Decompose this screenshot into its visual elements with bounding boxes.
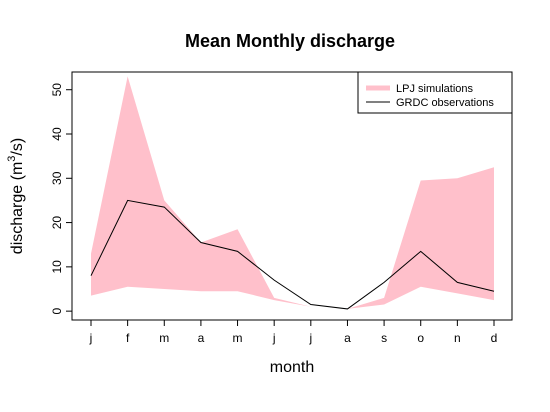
y-tick-label: 10	[50, 260, 64, 274]
x-tick-label: m	[159, 331, 169, 345]
band-layer	[91, 76, 494, 309]
legend-box	[357, 71, 513, 114]
x-tick-label: j	[308, 331, 312, 345]
x-tick-label: o	[417, 331, 424, 345]
x-tick-label: n	[454, 331, 461, 345]
grdc-observation-line	[90, 199, 495, 310]
line-layer	[90, 199, 495, 310]
plot-frame	[71, 71, 513, 321]
x-axis-title: month	[270, 359, 314, 376]
y-axis-title: discharge (m3/s)	[6, 138, 26, 254]
y-tick-label: 20	[50, 216, 64, 230]
y-tick-label: 50	[50, 83, 64, 97]
x-tick-label: a	[344, 331, 351, 345]
legend-label-grdc: GRDC observations	[396, 97, 494, 109]
y-axis-title-superscript: 3	[6, 156, 18, 162]
y-tick-label: 0	[50, 307, 64, 314]
y-tick-label: 30	[50, 171, 64, 185]
x-tick-label: f	[126, 331, 130, 345]
y-axis-title-prefix: discharge (m	[9, 162, 26, 254]
x-tick-label: j	[89, 331, 93, 345]
x-tick-label: a	[198, 331, 205, 345]
lpj-simulation-band	[91, 76, 494, 309]
x-tick-label: j	[272, 331, 276, 345]
x-tick-label: d	[491, 331, 498, 345]
x-tick-label: m	[233, 331, 243, 345]
y-tick-label: 40	[50, 127, 64, 141]
y-axis-title-suffix: /s)	[9, 138, 26, 156]
y-axis: 0 10 20 30 40 50	[50, 83, 72, 314]
legend-label-lpj: LPJ simulations	[396, 83, 474, 95]
chart-title: Mean Monthly discharge	[185, 31, 395, 51]
x-tick-label: s	[381, 331, 387, 345]
legend: LPJ simulations GRDC observations	[357, 71, 513, 114]
